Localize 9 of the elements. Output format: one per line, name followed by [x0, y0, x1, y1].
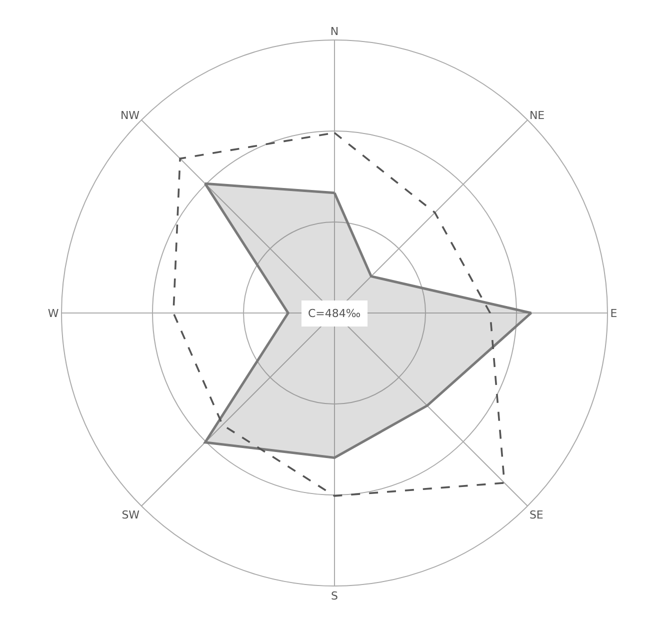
- spoke-label: E: [610, 306, 618, 320]
- text: C=484‰: [308, 307, 361, 320]
- spoke-label: NW: [120, 109, 140, 122]
- spoke-label: SW: [122, 508, 140, 522]
- spoke-label: NE: [529, 109, 545, 122]
- spoke-label: W: [48, 306, 59, 320]
- spoke-label: S: [331, 590, 338, 603]
- spoke-label: SE: [529, 508, 544, 522]
- spoke-label: N: [330, 25, 339, 38]
